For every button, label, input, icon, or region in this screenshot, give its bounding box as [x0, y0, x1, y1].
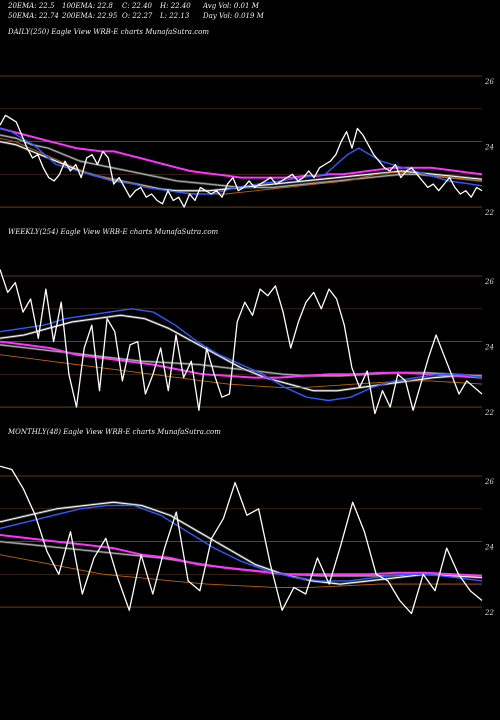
- series-ema_mid: [0, 137, 483, 195]
- y-tick-label: 26: [484, 78, 494, 86]
- series-price: [0, 114, 483, 208]
- y-tick-label: 22: [484, 209, 494, 217]
- ema20-readout: 20EMA: 22.5: [8, 2, 55, 10]
- series-ema_brown-outline: [0, 133, 483, 189]
- y-tick-label: 26: [484, 278, 494, 286]
- daily-chart: 26 24 22: [0, 75, 494, 217]
- y-tick-label: 24: [484, 344, 494, 352]
- series-ema_brown: [0, 134, 483, 188]
- series-ema_fast: [0, 504, 483, 582]
- ema200-readout: 200EMA: 22.95: [62, 12, 118, 20]
- y-tick-label: 22: [484, 609, 494, 617]
- high-readout: H: 22.40: [160, 2, 191, 10]
- ema100-readout: 100EMA: 22.8: [62, 2, 113, 10]
- series-ema_long: [0, 340, 483, 379]
- series-ema_brown-outline: [0, 343, 483, 378]
- monthly-chart: 26 24 22: [0, 465, 494, 617]
- low-readout: L: 22.13: [160, 12, 190, 20]
- daily-panel-label: DAILY(250) Eagle View WRB-E charts Munaf…: [8, 28, 209, 36]
- day-vol-readout: Day Vol: 0.019 M: [203, 12, 264, 20]
- close-readout: C: 22.40: [122, 2, 152, 10]
- y-tick-label: 22: [484, 409, 494, 417]
- y-tick-label: 26: [484, 478, 494, 486]
- y-tick-label: 24: [484, 544, 494, 552]
- series-ema_fast: [0, 308, 483, 402]
- series-ema_mid_b: [0, 314, 483, 392]
- series-ema_mid_b: [0, 501, 483, 585]
- weekly-panel-label: WEEKLY(254) Eagle View WRB-E charts Muna…: [8, 228, 219, 236]
- monthly-panel-label: MONTHLY(48) Eagle View WRB-E charts Muna…: [8, 428, 221, 436]
- avg-vol-readout: Avg Vol: 0.01 M: [203, 2, 259, 10]
- ema50-readout: 50EMA: 22.74: [8, 12, 59, 20]
- series-price: [0, 269, 483, 415]
- weekly-chart: 26 24 22: [0, 269, 494, 417]
- series-ema_mid: [0, 554, 482, 588]
- open-readout: O: 22.27: [122, 12, 153, 20]
- y-tick-label: 24: [484, 144, 494, 152]
- series-price: [0, 465, 483, 615]
- series-ema_mid: [0, 354, 483, 388]
- series-ema_long: [0, 534, 483, 577]
- series-ema_brown-outline: [0, 540, 483, 578]
- series-ema_brown: [0, 344, 483, 377]
- series-ema_fast: [0, 127, 483, 195]
- series-ema_brown: [0, 541, 483, 577]
